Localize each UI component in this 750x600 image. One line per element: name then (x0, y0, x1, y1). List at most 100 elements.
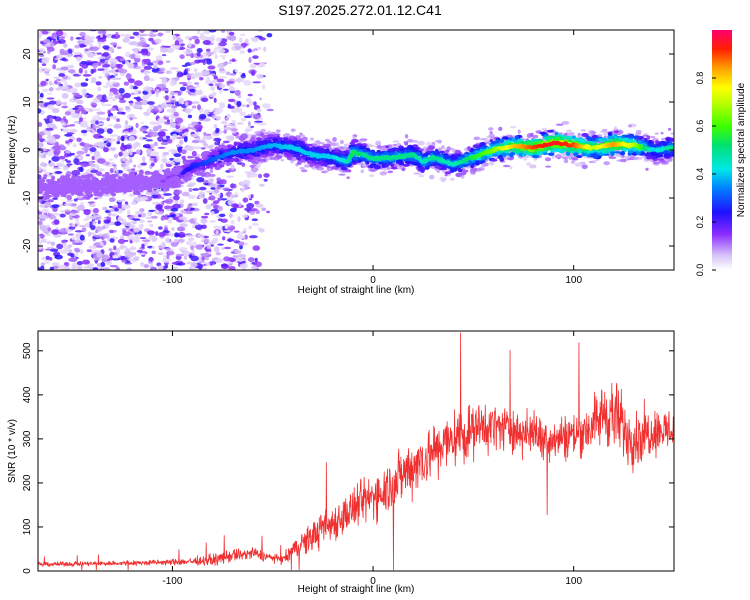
spectrogram-cell (172, 133, 178, 140)
spectrogram-cell (133, 258, 140, 261)
spectrogram-cell (123, 144, 132, 150)
spectrogram-cell (203, 132, 207, 136)
spectrogram-cell (63, 203, 73, 206)
spectrogram-cell (63, 43, 68, 48)
spectrogram-cell (186, 73, 192, 79)
spectrogram-cell (229, 213, 233, 219)
spectrogram-cell (190, 76, 196, 80)
spectrogram-cell (240, 181, 247, 186)
spectrogram-cell (254, 200, 260, 205)
spectrogram-cell (670, 132, 674, 135)
spectrogram-cell (72, 239, 76, 246)
spectrogram-cell (181, 155, 186, 160)
spectrogram-cell (256, 137, 262, 141)
spectrogram-cell (132, 237, 140, 243)
spectrogram-cell (117, 203, 123, 209)
spectrogram-cell (242, 214, 248, 218)
spectrogram-cell (108, 229, 115, 234)
spectrogram-cell (210, 35, 216, 38)
spectrogram-cell (45, 127, 54, 131)
spectrogram-cell (39, 48, 45, 53)
spectrogram-cell (147, 261, 153, 264)
spectrogram-cell (79, 234, 85, 241)
spectrogram-cell (226, 80, 235, 84)
spectrogram-cell (165, 135, 171, 139)
spectrogram-cell (73, 247, 80, 252)
spectrogram-cell (157, 265, 164, 270)
spectrogram-cell (44, 201, 51, 207)
spectrogram-cell (209, 240, 216, 245)
spectrogram-cell (259, 37, 266, 41)
spectrogram-cell (232, 255, 239, 258)
spectrogram-cell (182, 83, 188, 87)
spectrogram-cell (529, 164, 537, 169)
spectrogram-cell (210, 85, 215, 91)
spectrogram-cell (253, 101, 257, 106)
spectrogram-cell (175, 260, 183, 263)
spectrogram-cell (93, 207, 99, 214)
spectrogram-cell (185, 53, 193, 57)
spectrogram-cell (133, 214, 138, 219)
spectrogram-cell (89, 147, 97, 153)
spectrogram-cell (99, 58, 106, 63)
spectrogram-cell (102, 63, 111, 68)
spectrogram-cell (106, 128, 113, 134)
spectrogram-cell (100, 242, 104, 246)
spectrogram-cell (256, 46, 263, 50)
spectrogram-cell (209, 192, 213, 195)
spectrogram-cell (38, 97, 43, 100)
spectrogram-cell (88, 203, 96, 208)
spectrogram-cell (38, 134, 43, 140)
spectrogram-cell (212, 200, 220, 205)
spectrogram-cell (231, 120, 236, 124)
spectrogram-cell (191, 35, 199, 40)
spectrogram-cell (110, 42, 118, 46)
spectrogram-cell (131, 260, 137, 263)
spectrogram-cell (103, 192, 112, 197)
spectrogram-cell (113, 92, 120, 95)
spectrogram-cell (179, 86, 187, 92)
spectrogram-cell (284, 132, 288, 137)
spectrogram-cell (66, 64, 75, 68)
spectrogram-cell (38, 213, 47, 219)
spectrogram-cell (38, 166, 42, 171)
spectrogram-cell (98, 43, 102, 50)
spectrogram-cell (215, 37, 222, 42)
spectrogram-cell (52, 167, 61, 170)
spectrogram-cell (91, 60, 99, 64)
spectrogram-cell (170, 100, 177, 103)
spectrogram-cell (55, 99, 62, 105)
spectrogram-cell (75, 37, 82, 40)
spectrogram-cell (142, 131, 149, 134)
spectrogram-cell (300, 169, 308, 173)
spectrogram-cell (149, 131, 159, 137)
spectrogram-cell (137, 41, 144, 47)
spectrogram-cell (162, 151, 170, 156)
spectrogram-cell (179, 133, 183, 137)
spectrogram-cell (276, 129, 281, 133)
spectrogram-cell (547, 129, 554, 133)
spectrogram-cell (635, 129, 642, 135)
spectrogram-cell (71, 169, 81, 176)
spectrogram-cell (581, 164, 588, 170)
spectrogram-cell (220, 263, 228, 267)
spectrogram-cell (96, 52, 103, 55)
spectrogram-cell (108, 91, 114, 97)
spectrogram-cell (255, 203, 264, 208)
spectrogram-cell (97, 61, 102, 66)
spectrogram-cell (39, 92, 44, 99)
spectrogram-cell (198, 264, 204, 268)
spectrogram-cell (141, 243, 145, 249)
spectrogram-cell (97, 141, 105, 147)
spectrogram-cell (503, 164, 511, 168)
spectrogram-cell (151, 246, 156, 249)
spectrogram-cell (455, 172, 463, 177)
spectrogram-cell (624, 155, 631, 159)
spectrogram-cell (238, 136, 246, 141)
spectrogram-cell (133, 164, 137, 168)
spectrogram-cell (230, 128, 239, 131)
spectrogram-cell (223, 246, 232, 250)
spectrogram-cell (309, 137, 315, 141)
spectrogram-cell (603, 161, 611, 166)
spectrogram-cell (208, 30, 217, 33)
